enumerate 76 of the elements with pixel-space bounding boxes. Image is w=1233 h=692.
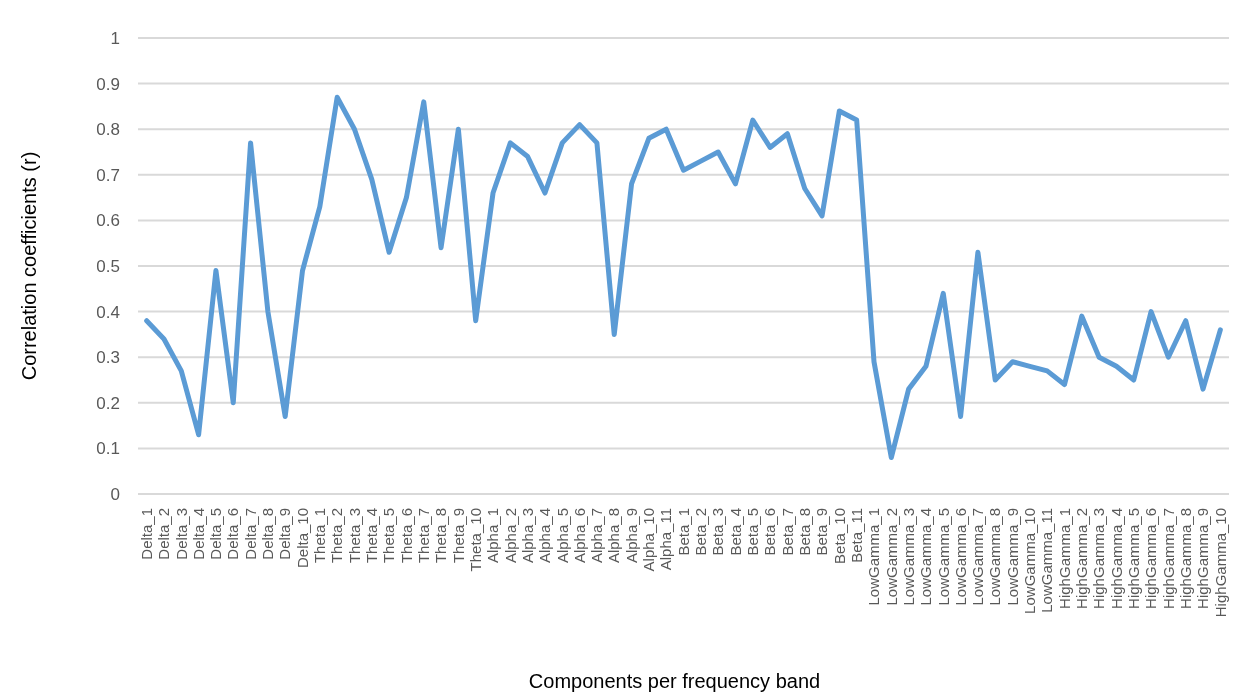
x-tick-label: Beta_7 <box>778 508 796 556</box>
x-tick-label: Beta_10 <box>830 508 848 564</box>
x-tick-label: Alpha_5 <box>553 508 571 564</box>
x-tick-label: Delta_2 <box>155 508 173 560</box>
x-tick-label: HighGamma_6 <box>1142 508 1160 609</box>
x-axis-title: Components per frequency band <box>528 670 821 692</box>
y-tick-label: 0 <box>110 484 120 504</box>
x-tick-label: HighGamma_8 <box>1176 508 1194 609</box>
x-tick-label: HighGamma_2 <box>1073 508 1091 609</box>
x-tick-label: LowGamma_6 <box>951 508 969 606</box>
x-tick-label: Delta_6 <box>224 508 242 560</box>
x-tick-label: Beta_1 <box>674 508 692 556</box>
x-tick-label: Delta_8 <box>259 508 277 560</box>
x-tick-label: Delta_3 <box>172 508 190 560</box>
y-tick-label: 0.6 <box>96 211 120 231</box>
x-tick-label: LowGamma_3 <box>899 508 917 606</box>
x-tick-label: Beta_11 <box>847 508 865 563</box>
x-tick-label: Beta_4 <box>726 508 744 556</box>
x-tick-label: Delta_10 <box>293 508 311 569</box>
x-tick-label: Theta_3 <box>345 508 363 564</box>
x-tick-label: Delta_7 <box>241 508 259 560</box>
x-tick-label: Alpha_4 <box>536 508 554 564</box>
x-tick-label: Delta_4 <box>189 508 207 560</box>
x-tick-label: Theta_9 <box>449 508 467 564</box>
x-tick-label: Alpha_11 <box>657 508 675 571</box>
x-tick-label: Theta_7 <box>414 508 432 564</box>
x-tick-label: Alpha_9 <box>622 508 640 564</box>
x-tick-label: LowGamma_4 <box>917 508 935 606</box>
y-tick-label: 0.1 <box>96 439 120 459</box>
x-tick-label: HighGamma_3 <box>1090 508 1108 609</box>
x-tick-label: LowGamma_8 <box>986 508 1004 606</box>
x-tick-label: Alpha_3 <box>518 508 536 564</box>
x-tick-label: Alpha_6 <box>570 508 588 564</box>
x-tick-label: Theta_5 <box>380 508 398 564</box>
x-tick-label: Delta_9 <box>276 508 294 560</box>
x-tick-label: Alpha_2 <box>501 508 519 564</box>
x-tick-label: Beta_9 <box>813 508 831 556</box>
x-tick-label: Theta_10 <box>466 508 484 572</box>
x-tick-label: Theta_8 <box>432 508 450 564</box>
x-tick-label: Theta_2 <box>328 508 346 564</box>
x-tick-label: LowGamma_5 <box>934 508 952 606</box>
y-tick-label: 0.5 <box>96 256 120 276</box>
x-tick-label: HighGamma_9 <box>1194 508 1212 609</box>
x-tick-label: Beta_5 <box>744 508 762 556</box>
x-tick-label: HighGamma_7 <box>1159 508 1177 609</box>
x-tick-label: HighGamma_1 <box>1055 508 1073 609</box>
y-tick-label: 0.3 <box>96 348 120 368</box>
y-tick-label: 1 <box>110 28 120 48</box>
x-tick-label: LowGamma_11 <box>1038 508 1056 613</box>
y-axis-title: Correlation coefficients (r) <box>18 151 40 381</box>
x-tick-label: HighGamma_4 <box>1107 508 1125 609</box>
x-tick-label: HighGamma_5 <box>1125 508 1142 609</box>
x-tick-label: Delta_5 <box>207 508 225 560</box>
x-tick-label: HighGamma_10 <box>1211 508 1229 618</box>
x-tick-label: LowGamma_9 <box>1003 508 1021 606</box>
x-tick-label: LowGamma_1 <box>865 508 883 606</box>
x-tick-label: Delta_1 <box>137 508 155 560</box>
x-tick-label: LowGamma_2 <box>882 508 900 606</box>
x-tick-label: Theta_4 <box>363 508 381 564</box>
y-tick-label: 0.9 <box>96 74 120 94</box>
x-tick-label: Alpha_1 <box>484 508 502 564</box>
y-tick-label: 0.8 <box>96 120 120 140</box>
x-tick-label: Alpha_10 <box>640 508 658 572</box>
x-tick-label: Alpha_8 <box>605 508 623 564</box>
x-tick-label: Alpha_7 <box>588 508 606 564</box>
x-tick-label: LowGamma_10 <box>1021 508 1039 614</box>
y-tick-label: 0.4 <box>96 302 120 322</box>
x-tick-label: Theta_6 <box>397 508 415 564</box>
y-tick-label: 0.7 <box>96 165 120 185</box>
x-tick-label: Beta_8 <box>795 508 813 556</box>
x-tick-label: Theta_1 <box>311 508 329 564</box>
x-tick-label: Beta_2 <box>692 508 710 556</box>
x-tick-label: Beta_3 <box>709 508 727 556</box>
y-tick-label: 0.2 <box>96 393 120 413</box>
x-tick-label: Beta_6 <box>761 508 779 556</box>
x-tick-label: LowGamma_7 <box>969 508 987 606</box>
